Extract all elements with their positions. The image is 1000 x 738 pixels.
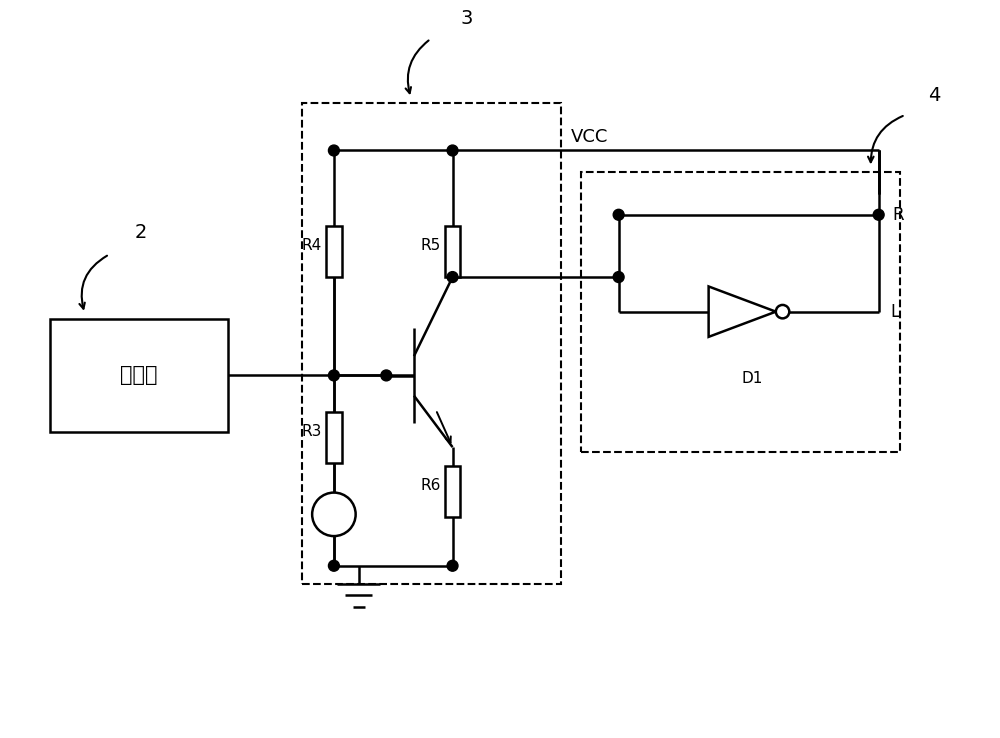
Bar — [445, 226, 460, 277]
Text: 振荡器: 振荡器 — [120, 365, 158, 385]
Text: 3: 3 — [460, 9, 473, 28]
Text: R6: R6 — [420, 478, 441, 493]
Bar — [302, 103, 561, 584]
Bar — [50, 319, 228, 432]
Circle shape — [312, 492, 356, 536]
Polygon shape — [709, 286, 776, 337]
Text: VCC: VCC — [571, 128, 609, 145]
Circle shape — [447, 145, 458, 156]
Text: R: R — [893, 206, 904, 224]
Text: R3: R3 — [302, 424, 322, 439]
Circle shape — [328, 560, 339, 571]
Circle shape — [613, 272, 624, 283]
Bar — [581, 172, 900, 452]
Text: D1: D1 — [741, 370, 763, 386]
Circle shape — [328, 370, 339, 381]
Text: L: L — [891, 303, 900, 320]
Circle shape — [613, 210, 624, 220]
Bar — [326, 226, 342, 277]
Circle shape — [873, 210, 884, 220]
Bar — [326, 412, 342, 463]
Bar — [445, 466, 460, 517]
Text: 4: 4 — [928, 86, 940, 105]
Text: R5: R5 — [420, 238, 441, 253]
Circle shape — [447, 560, 458, 571]
Text: R4: R4 — [302, 238, 322, 253]
Circle shape — [447, 272, 458, 283]
Circle shape — [381, 370, 392, 381]
Text: 2: 2 — [134, 222, 147, 241]
Circle shape — [328, 145, 339, 156]
Circle shape — [776, 305, 789, 318]
